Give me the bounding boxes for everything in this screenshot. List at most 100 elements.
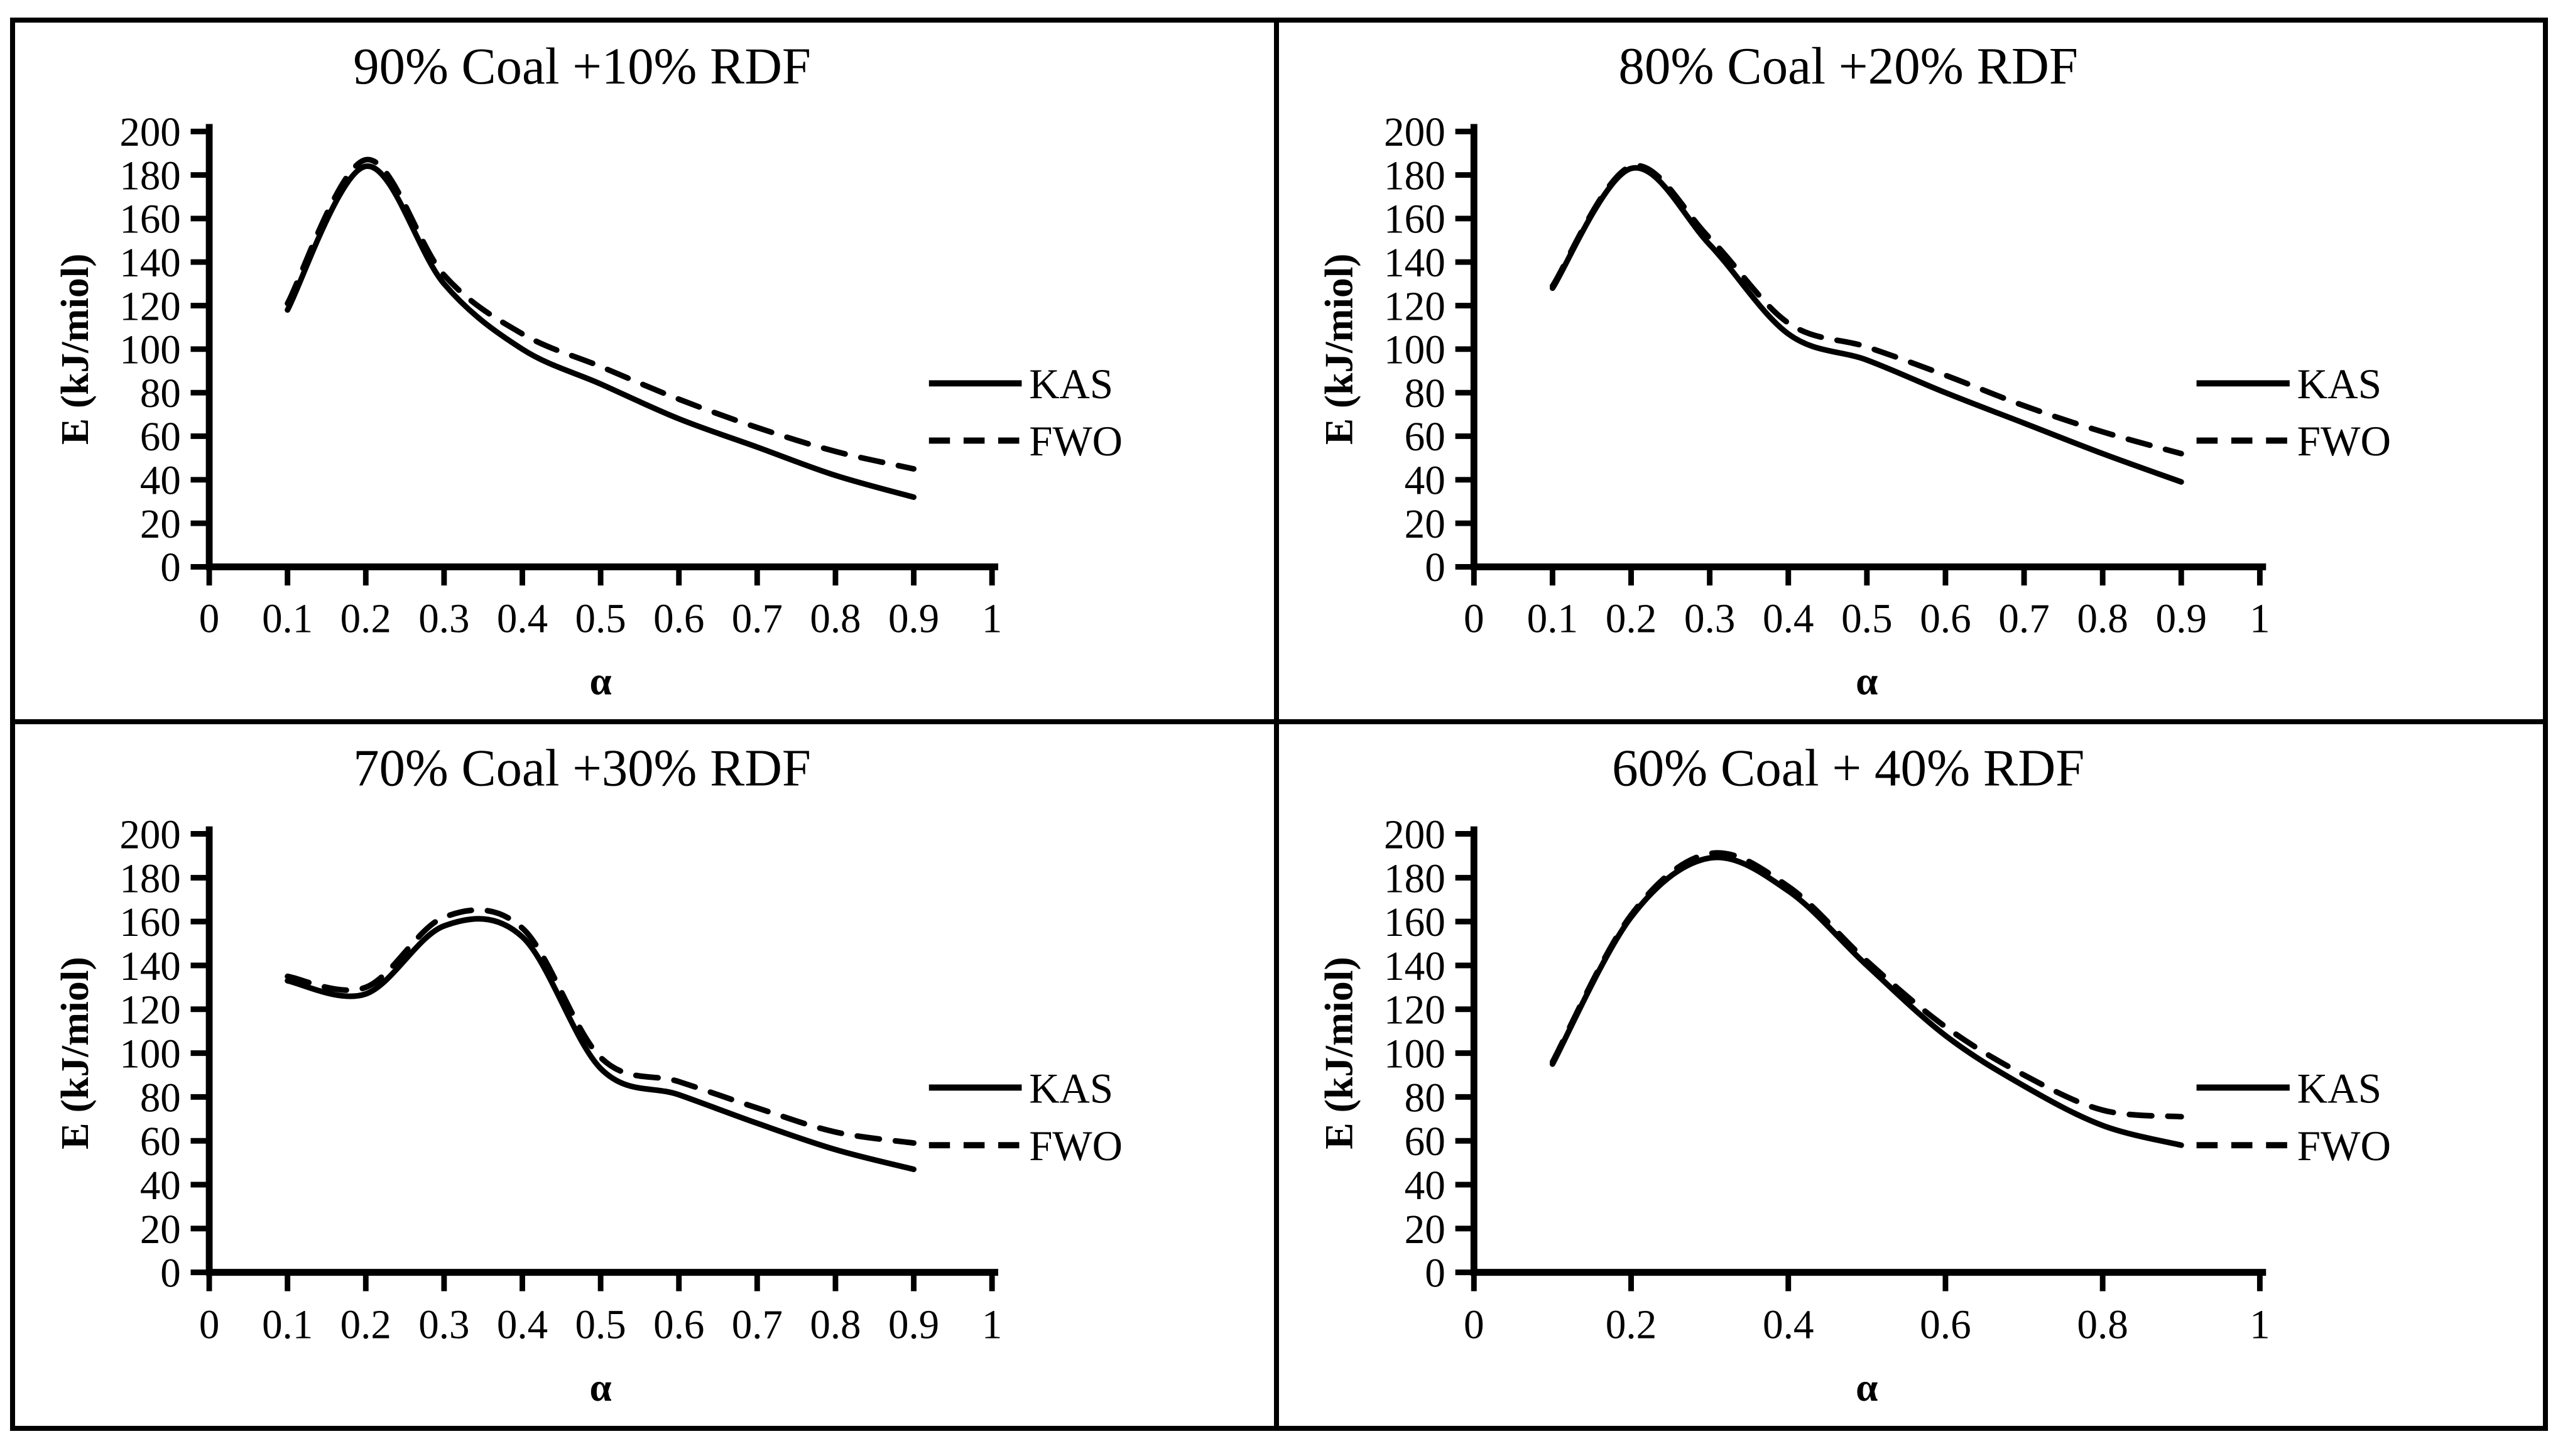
x-tick-label: 0.9 bbox=[888, 596, 939, 641]
legend-item-fwo: FWO bbox=[2196, 1122, 2391, 1170]
x-tick-label: 0.2 bbox=[340, 1302, 391, 1347]
legend-item-kas: KAS bbox=[928, 1065, 1113, 1112]
x-axis-label: α bbox=[1856, 1365, 1878, 1410]
x-tick-label: 0 bbox=[199, 1302, 219, 1347]
y-tick-label: 0 bbox=[160, 1251, 180, 1296]
x-tick-label: 0.8 bbox=[810, 596, 861, 641]
y-tick-label: 100 bbox=[119, 327, 180, 372]
x-tick-label: 0 bbox=[1464, 1302, 1484, 1347]
chart-title: 70% Coal +30% RDF bbox=[353, 739, 811, 798]
y-tick-label: 80 bbox=[140, 371, 181, 416]
y-tick-label: 140 bbox=[119, 944, 180, 989]
x-tick-label: 0.8 bbox=[810, 1302, 861, 1347]
x-tick-label: 0.7 bbox=[732, 596, 783, 641]
y-tick-label: 120 bbox=[119, 987, 180, 1033]
legend-item-fwo: FWO bbox=[2196, 418, 2391, 465]
fwo-curve bbox=[285, 907, 917, 1146]
y-tick-label: 0 bbox=[160, 545, 180, 590]
x-tick-label: 0.8 bbox=[2077, 596, 2128, 641]
y-tick-label: 40 bbox=[1405, 458, 1445, 503]
legend-item-fwo: FWO bbox=[928, 1122, 1123, 1170]
x-tick-label: 0.6 bbox=[1920, 1302, 1971, 1347]
x-axis-label: α bbox=[1856, 659, 1878, 703]
x-tick-label: 0.9 bbox=[888, 1302, 939, 1347]
x-tick-label: 0 bbox=[1464, 596, 1484, 641]
y-tick-label: 200 bbox=[119, 110, 180, 155]
kas-curve bbox=[285, 163, 917, 500]
legend-item-kas: KAS bbox=[928, 361, 1113, 408]
chart-title: 60% Coal + 40% RDF bbox=[1612, 739, 2084, 797]
y-tick-label: 120 bbox=[1384, 284, 1445, 329]
x-tick-label: 0.6 bbox=[653, 1302, 704, 1347]
y-tick-label: 120 bbox=[1384, 987, 1445, 1033]
legend-kas-label: KAS bbox=[1029, 361, 1113, 408]
figure-grid: 90% Coal +10% RDF 0 20 40 60 80 100 120 140 160 18… bbox=[10, 18, 2548, 1431]
x-tick-label: 0.6 bbox=[653, 596, 704, 641]
y-tick-label: 0 bbox=[1425, 545, 1445, 590]
fwo-curve bbox=[1549, 850, 2184, 1120]
x-tick-label: 0.2 bbox=[1606, 1302, 1657, 1347]
y-tick-label: 80 bbox=[1405, 1075, 1445, 1121]
chart-panel-60coal-40rdf: 60% Coal + 40% RDF 0 20 40 60 80 100 120 140 160 1… bbox=[1279, 724, 2543, 1426]
y-tick-label: 100 bbox=[119, 1031, 180, 1077]
kas-curve bbox=[285, 916, 917, 1173]
y-axis-label: E (kJ/miol) bbox=[53, 254, 97, 445]
legend-kas-label: KAS bbox=[2297, 361, 2381, 408]
legend-kas-label: KAS bbox=[2297, 1065, 2381, 1112]
y-tick-label: 20 bbox=[140, 1207, 181, 1252]
y-tick-label: 180 bbox=[119, 153, 180, 198]
x-tick-label: 1 bbox=[2250, 1302, 2270, 1347]
y-tick-label: 60 bbox=[1405, 415, 1445, 460]
x-tick-label: 0.2 bbox=[340, 596, 391, 641]
x-tick-label: 1 bbox=[2250, 596, 2270, 641]
x-tick-label: 0.5 bbox=[575, 1302, 626, 1347]
y-tick-label: 140 bbox=[1384, 241, 1445, 286]
x-tick-label: 0.3 bbox=[1684, 596, 1736, 641]
legend-fwo-label: FWO bbox=[2297, 418, 2391, 465]
y-tick-label: 200 bbox=[1384, 812, 1445, 857]
y-tick-label: 140 bbox=[1384, 944, 1445, 989]
chart-panel-80coal-20rdf: 80% Coal +20% RDF 0 20 40 60 80 100 120 140 160 18… bbox=[1279, 23, 2543, 724]
chart-60coal-40rdf: 60% Coal + 40% RDF0204060801001201401601… bbox=[1317, 739, 2391, 1410]
x-tick-label: 0.3 bbox=[418, 1302, 469, 1347]
legend-item-kas: KAS bbox=[2196, 1065, 2381, 1112]
y-tick-label: 0 bbox=[1425, 1251, 1445, 1296]
y-tick-label: 60 bbox=[1405, 1119, 1445, 1165]
y-tick-label: 60 bbox=[140, 415, 181, 460]
x-tick-label: 0.7 bbox=[732, 1302, 783, 1347]
x-axis-label: α bbox=[590, 659, 612, 703]
x-tick-label: 0.7 bbox=[1998, 596, 2050, 641]
x-tick-label: 0.1 bbox=[1527, 596, 1579, 641]
chart-panel-70coal-30rdf: 70% Coal +30% RDF 0 20 40 60 80 100 120 140 160 18… bbox=[15, 724, 1279, 1426]
legend-kas-label: KAS bbox=[1029, 1065, 1113, 1112]
y-tick-label: 200 bbox=[119, 812, 180, 857]
y-tick-label: 160 bbox=[1384, 197, 1445, 242]
chart-70coal-30rdf: 70% Coal +30% RDF02040608010012014016018… bbox=[53, 739, 1123, 1410]
legend-fwo-label: FWO bbox=[1029, 418, 1123, 465]
y-tick-label: 60 bbox=[140, 1119, 181, 1165]
x-tick-label: 0.9 bbox=[2156, 596, 2207, 641]
y-tick-label: 100 bbox=[1384, 1031, 1445, 1077]
x-tick-label: 0.5 bbox=[1841, 596, 1893, 641]
x-tick-label: 1 bbox=[982, 596, 1002, 641]
y-tick-label: 100 bbox=[1384, 328, 1445, 373]
fwo-curve bbox=[1549, 163, 2184, 457]
x-tick-label: 0.4 bbox=[1763, 596, 1814, 641]
y-tick-label: 20 bbox=[1405, 502, 1445, 547]
y-tick-label: 40 bbox=[1405, 1163, 1445, 1209]
y-tick-label: 80 bbox=[1405, 371, 1445, 416]
y-axis-label: E (kJ/miol) bbox=[1317, 957, 1361, 1149]
y-axis-label: E (kJ/miol) bbox=[1317, 254, 1361, 445]
y-tick-label: 40 bbox=[140, 458, 181, 503]
kas-curve bbox=[1549, 854, 2184, 1148]
y-axis-label: E (kJ/miol) bbox=[53, 957, 97, 1149]
legend-item-kas: KAS bbox=[2196, 361, 2381, 408]
chart-title: 90% Coal +10% RDF bbox=[353, 37, 811, 95]
x-tick-label: 0.3 bbox=[418, 596, 469, 641]
y-tick-label: 120 bbox=[119, 284, 180, 329]
y-tick-label: 180 bbox=[1384, 856, 1445, 901]
x-tick-label: 0.5 bbox=[575, 596, 626, 641]
legend-fwo-label: FWO bbox=[2297, 1122, 2391, 1170]
x-tick-label: 0.2 bbox=[1606, 596, 1657, 641]
chart-80coal-20rdf: 80% Coal +20% RDF02040608010012014016018… bbox=[1317, 37, 2391, 703]
